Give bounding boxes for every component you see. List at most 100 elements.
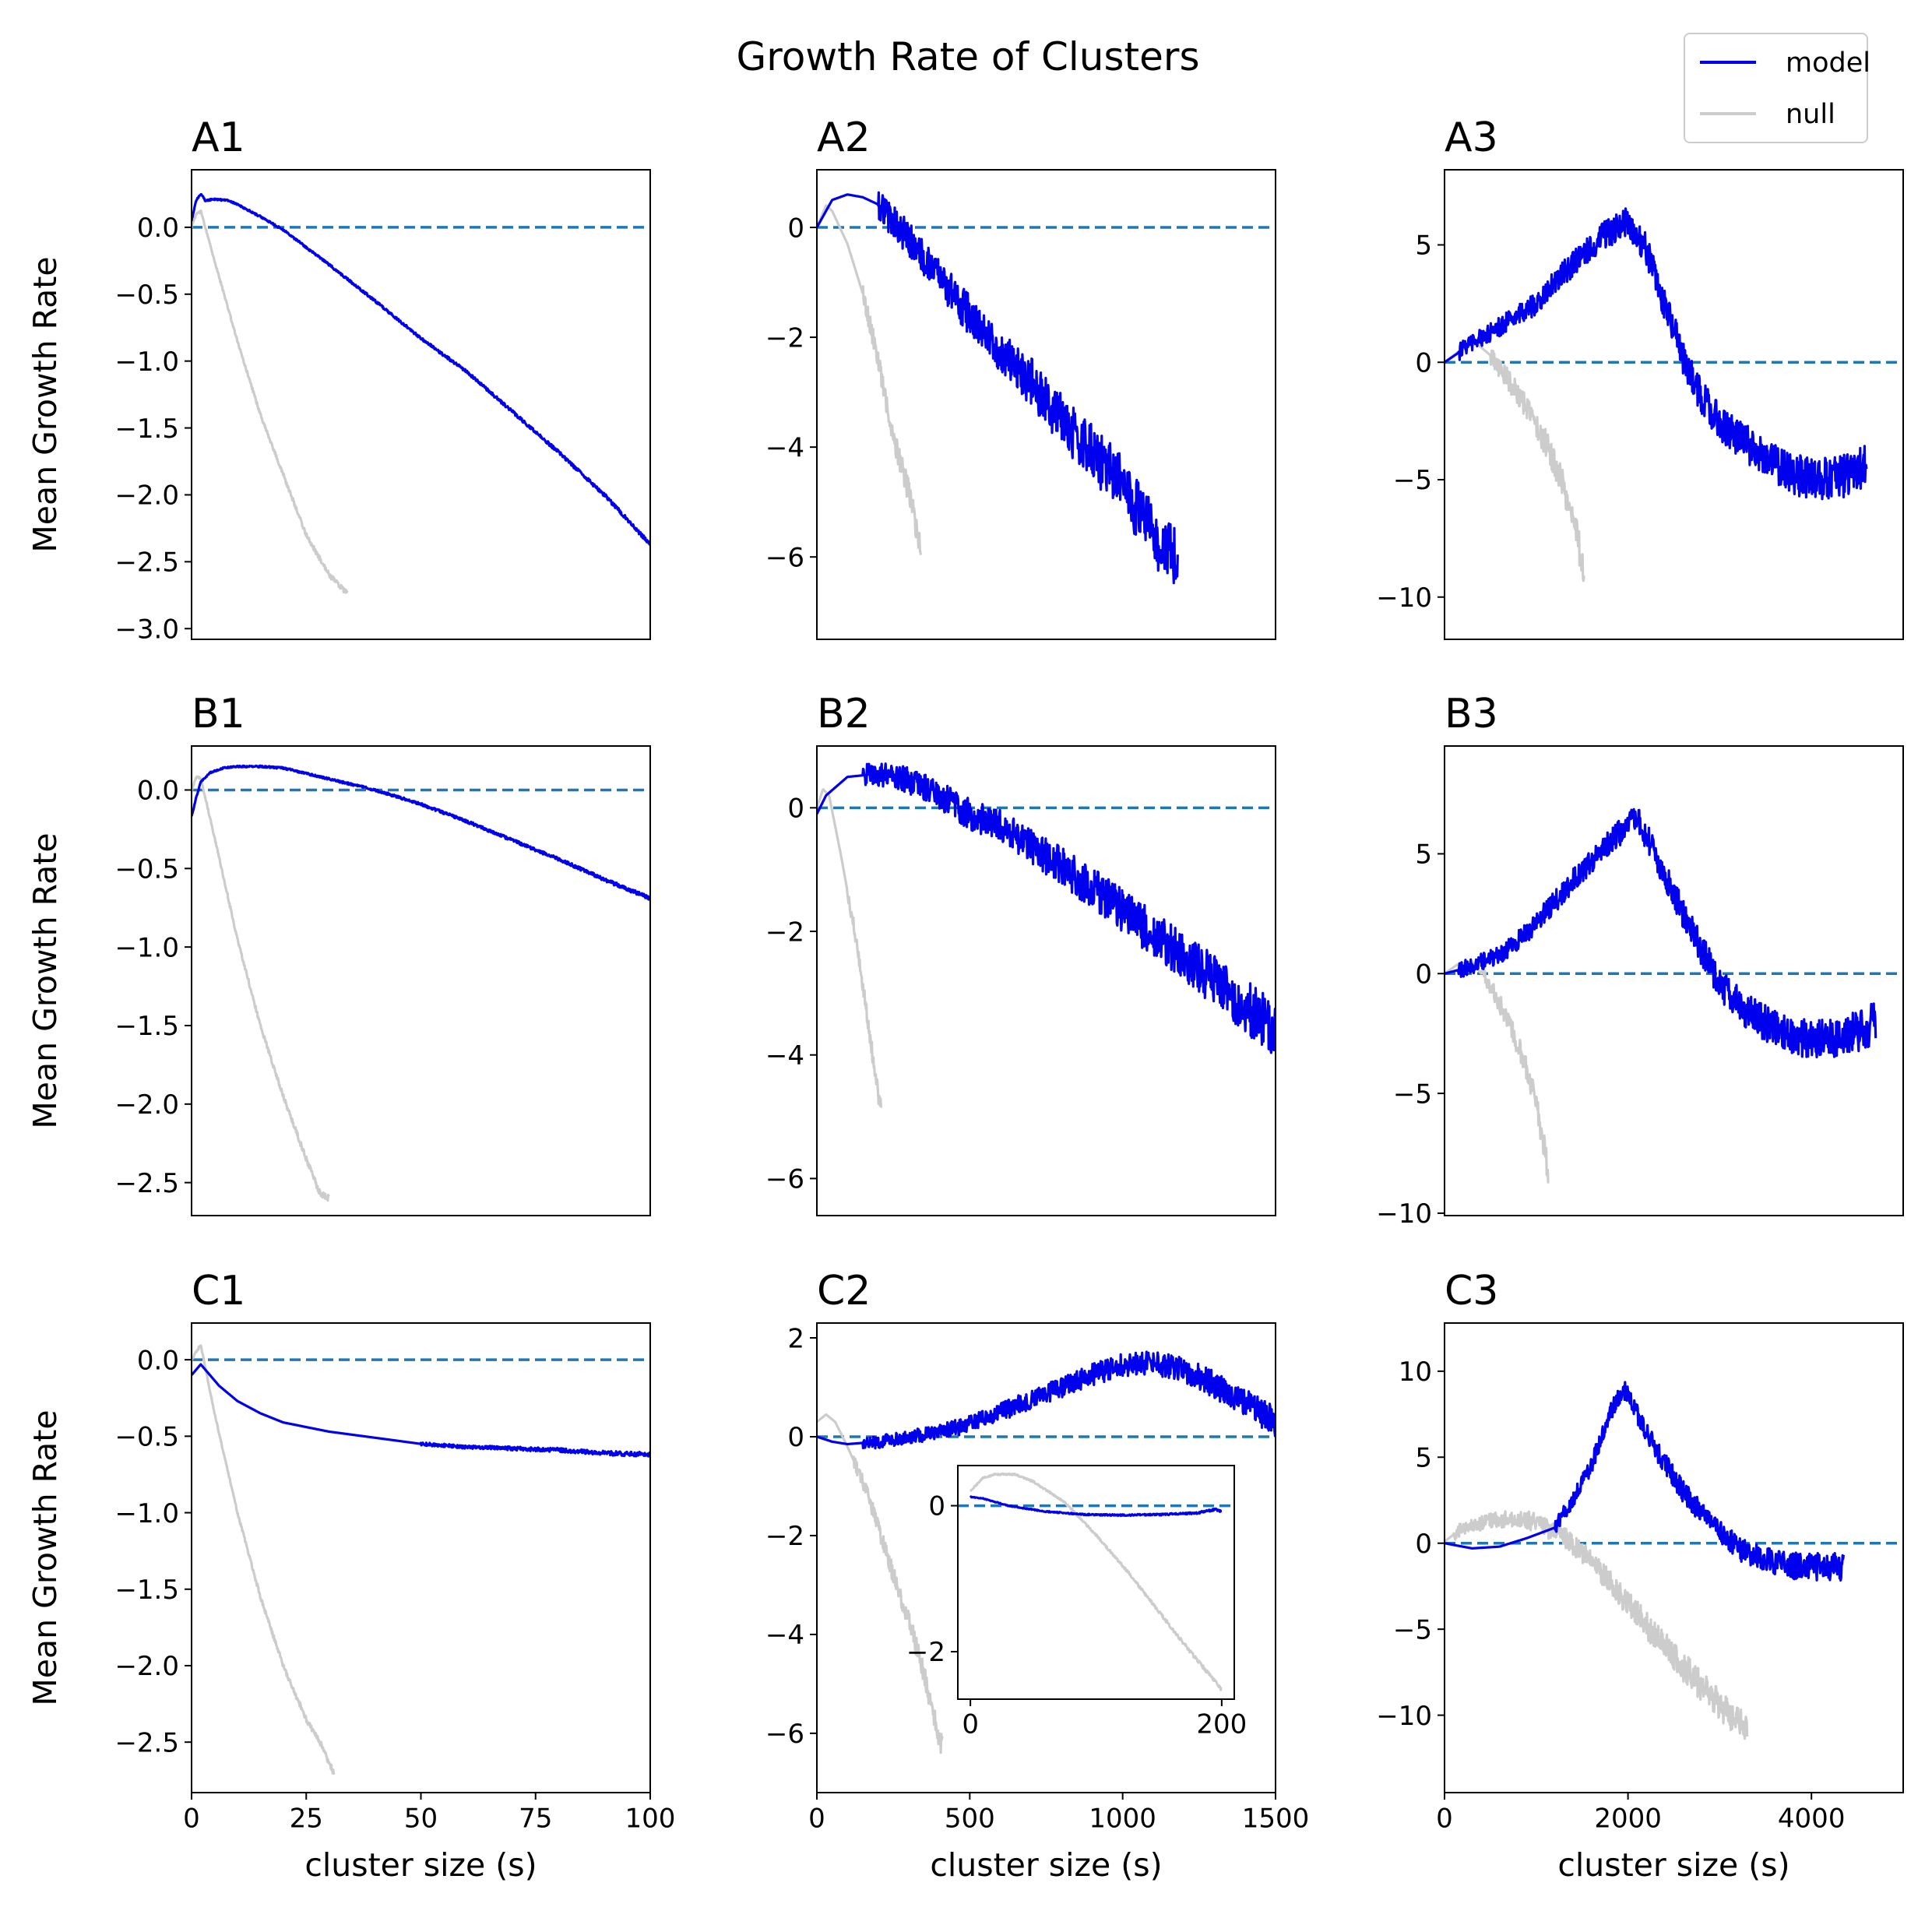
panel-b2-model-line xyxy=(817,762,1276,1054)
panel-c2-model-line xyxy=(817,1350,1276,1450)
panel-a3-title: A3 xyxy=(1445,114,1498,161)
panel-c1-title: C1 xyxy=(192,1268,245,1314)
panel-c1-ylabel: Mean Growth Rate xyxy=(26,1409,64,1705)
panel-c2-title: C2 xyxy=(817,1268,871,1314)
panel-b1-ytick-label-4: −2.0 xyxy=(114,1089,179,1121)
panel-a2-frame xyxy=(816,169,1276,640)
panel-a2-null-line xyxy=(817,204,923,555)
panel-a1-ytick-label-3: −1.5 xyxy=(114,413,179,445)
panel-b1-frame xyxy=(191,745,651,1216)
panel-a3-frame xyxy=(1444,169,1904,640)
panel-c3-model-line xyxy=(1445,1381,1845,1582)
panel-b3-series-group xyxy=(1445,808,1903,1184)
panel-c2-inset-xtick-label-1: 200 xyxy=(1196,1709,1247,1740)
panel-c2-xtick-label-1: 500 xyxy=(945,1804,995,1835)
panel-b3-frame xyxy=(1444,745,1904,1216)
panel-b2-title: B2 xyxy=(817,691,871,737)
panel-a1-ytick-label-5: −2.5 xyxy=(114,547,179,579)
panel-a1-ylabel: Mean Growth Rate xyxy=(26,256,64,552)
panel-b2-ytick-label-3: −6 xyxy=(765,1164,804,1195)
panel-c2-series-group xyxy=(817,1350,1276,1754)
panel-c1-ytick-label-3: −1.5 xyxy=(114,1575,179,1606)
panel-a1-plot-area xyxy=(192,170,650,639)
panel-c2-ytick-label-4: −6 xyxy=(765,1719,804,1750)
panel-c3-series-group xyxy=(1445,1381,1903,1740)
panel-b1-series-group xyxy=(192,764,650,1202)
panel-c1-ytick-label-4: −2.0 xyxy=(114,1651,179,1682)
panel-c2-xtick-label-3: 1500 xyxy=(1242,1804,1310,1835)
panel-b3-title: B3 xyxy=(1445,691,1498,737)
panel-c3-ytick-label-0: 10 xyxy=(1399,1357,1432,1388)
panel-c3-xtick-label-0: 0 xyxy=(1436,1804,1453,1835)
panel-c1-xtick-label-0: 0 xyxy=(183,1804,200,1835)
panel-b1-ytick-label-0: 0.0 xyxy=(137,776,179,807)
panel-c2-frame xyxy=(816,1322,1276,1793)
legend-label-null: null xyxy=(1786,99,1835,130)
figure-title: Growth Rate of Clusters xyxy=(736,34,1199,79)
panel-a2-title: A2 xyxy=(817,114,871,161)
panel-a2-ytick-label-2: −4 xyxy=(765,432,804,463)
legend-label-model: model xyxy=(1786,48,1870,79)
panel-b3: 5 0 −5 −10 B3 xyxy=(1376,691,1904,1230)
panel-b3-ytick-label-1: 0 xyxy=(1415,959,1432,991)
panel-a1: 0.0 −0.5 −1.0 −1.5 −2.0 −2.5 −3.0 A1 Mean Growth… xyxy=(26,114,651,645)
panel-b1-title: B1 xyxy=(192,691,245,737)
panel-b3-plot-area xyxy=(1445,746,1903,1216)
panel-b3-ytick-label-3: −10 xyxy=(1376,1198,1432,1230)
panel-c1-model-line xyxy=(192,1363,650,1458)
panel-c3-xtick-label-1: 2000 xyxy=(1594,1804,1662,1835)
panel-a3: 5 0 −5 −10 A3 xyxy=(1376,114,1904,640)
panel-a1-ytick-label-0: 0.0 xyxy=(137,213,179,244)
panel-c2-inset-plot-area xyxy=(958,1466,1234,1699)
panel-b2-frame xyxy=(816,745,1276,1216)
panel-c2-inset-frame xyxy=(957,1465,1235,1700)
panel-c3-ytick-label-4: −10 xyxy=(1376,1701,1432,1732)
panel-b1-ylabel: Mean Growth Rate xyxy=(26,832,64,1128)
panel-b1: 0.0 −0.5 −1.0 −1.5 −2.0 −2.5 B1 Mean Growth Rat… xyxy=(26,691,651,1216)
panel-a2-ytick-label-0: 0 xyxy=(787,213,804,244)
panel-a2-model-line xyxy=(817,191,1179,585)
panel-a1-ytick-label-1: −0.5 xyxy=(114,280,179,311)
panel-a1-ytick-label-2: −1.0 xyxy=(114,347,179,378)
panel-c1-xtick-label-1: 25 xyxy=(290,1804,323,1835)
panel-a3-ytick-label-1: 0 xyxy=(1415,347,1432,378)
panel-a1-ytick-label-6: −3.0 xyxy=(114,614,179,645)
panel-a1-series-group xyxy=(192,192,650,594)
panel-c2-inset-ytick-label-0: 0 xyxy=(928,1490,945,1522)
panel-c2-ytick-label-0: 2 xyxy=(787,1323,804,1354)
panel-a2: 0 −2 −4 −6 A2 xyxy=(765,114,1276,640)
panel-c1-series-group xyxy=(192,1344,650,1775)
panel-c1: 0.0 −0.5 −1.0 −1.5 −2.0 −2.5 0 25 50 75 100 C1 Mean … xyxy=(26,1268,675,1884)
panel-c2-xlabel: cluster size (s) xyxy=(930,1846,1162,1884)
panel-a1-frame xyxy=(191,169,651,640)
panel-c2-ytick-label-2: −2 xyxy=(765,1521,804,1552)
panel-c2-ytick-label-1: 0 xyxy=(787,1422,804,1453)
panel-a3-plot-area xyxy=(1445,170,1903,639)
panel-b2: 0 −2 −4 −6 B2 xyxy=(765,691,1276,1216)
panel-b1-ytick-label-5: −2.5 xyxy=(114,1168,179,1199)
panel-b2-ytick-label-1: −2 xyxy=(765,917,804,948)
panel-b2-series-group xyxy=(817,762,1276,1108)
panel-c3-null-line xyxy=(1445,1510,1749,1740)
panel-b3-model-line xyxy=(1445,808,1877,1059)
panel-c2-null-line xyxy=(817,1413,944,1754)
panel-c1-plot-area xyxy=(192,1323,650,1793)
panel-c3-xlabel: cluster size (s) xyxy=(1557,1846,1789,1884)
panel-c3-frame xyxy=(1444,1322,1904,1793)
panel-c1-null-line xyxy=(192,1344,336,1775)
panel-c3-title: C3 xyxy=(1445,1268,1498,1314)
panels: 0.0 −0.5 −1.0 −1.5 −2.0 −2.5 −3.0 A1 Mean Growth… xyxy=(26,114,1904,1884)
panel-c1-xlabel: cluster size (s) xyxy=(304,1846,537,1884)
legend: model null xyxy=(1684,33,1870,143)
panel-c3-xtick-label-2: 4000 xyxy=(1778,1804,1846,1835)
panel-c1-xtick-label-2: 50 xyxy=(404,1804,438,1835)
panel-c2-xtick-label-2: 1000 xyxy=(1089,1804,1156,1835)
panel-b1-null-line xyxy=(192,775,330,1202)
panel-b3-ytick-label-0: 5 xyxy=(1415,839,1432,871)
panel-c2-inset-ytick-label-1: −2 xyxy=(906,1637,945,1668)
panel-c1-xtick-label-4: 100 xyxy=(625,1804,676,1835)
panel-c1-xtick-label-3: 75 xyxy=(519,1804,552,1835)
panel-c1-ytick-label-5: −2.5 xyxy=(114,1727,179,1758)
panel-b2-ytick-label-2: −4 xyxy=(765,1040,804,1072)
